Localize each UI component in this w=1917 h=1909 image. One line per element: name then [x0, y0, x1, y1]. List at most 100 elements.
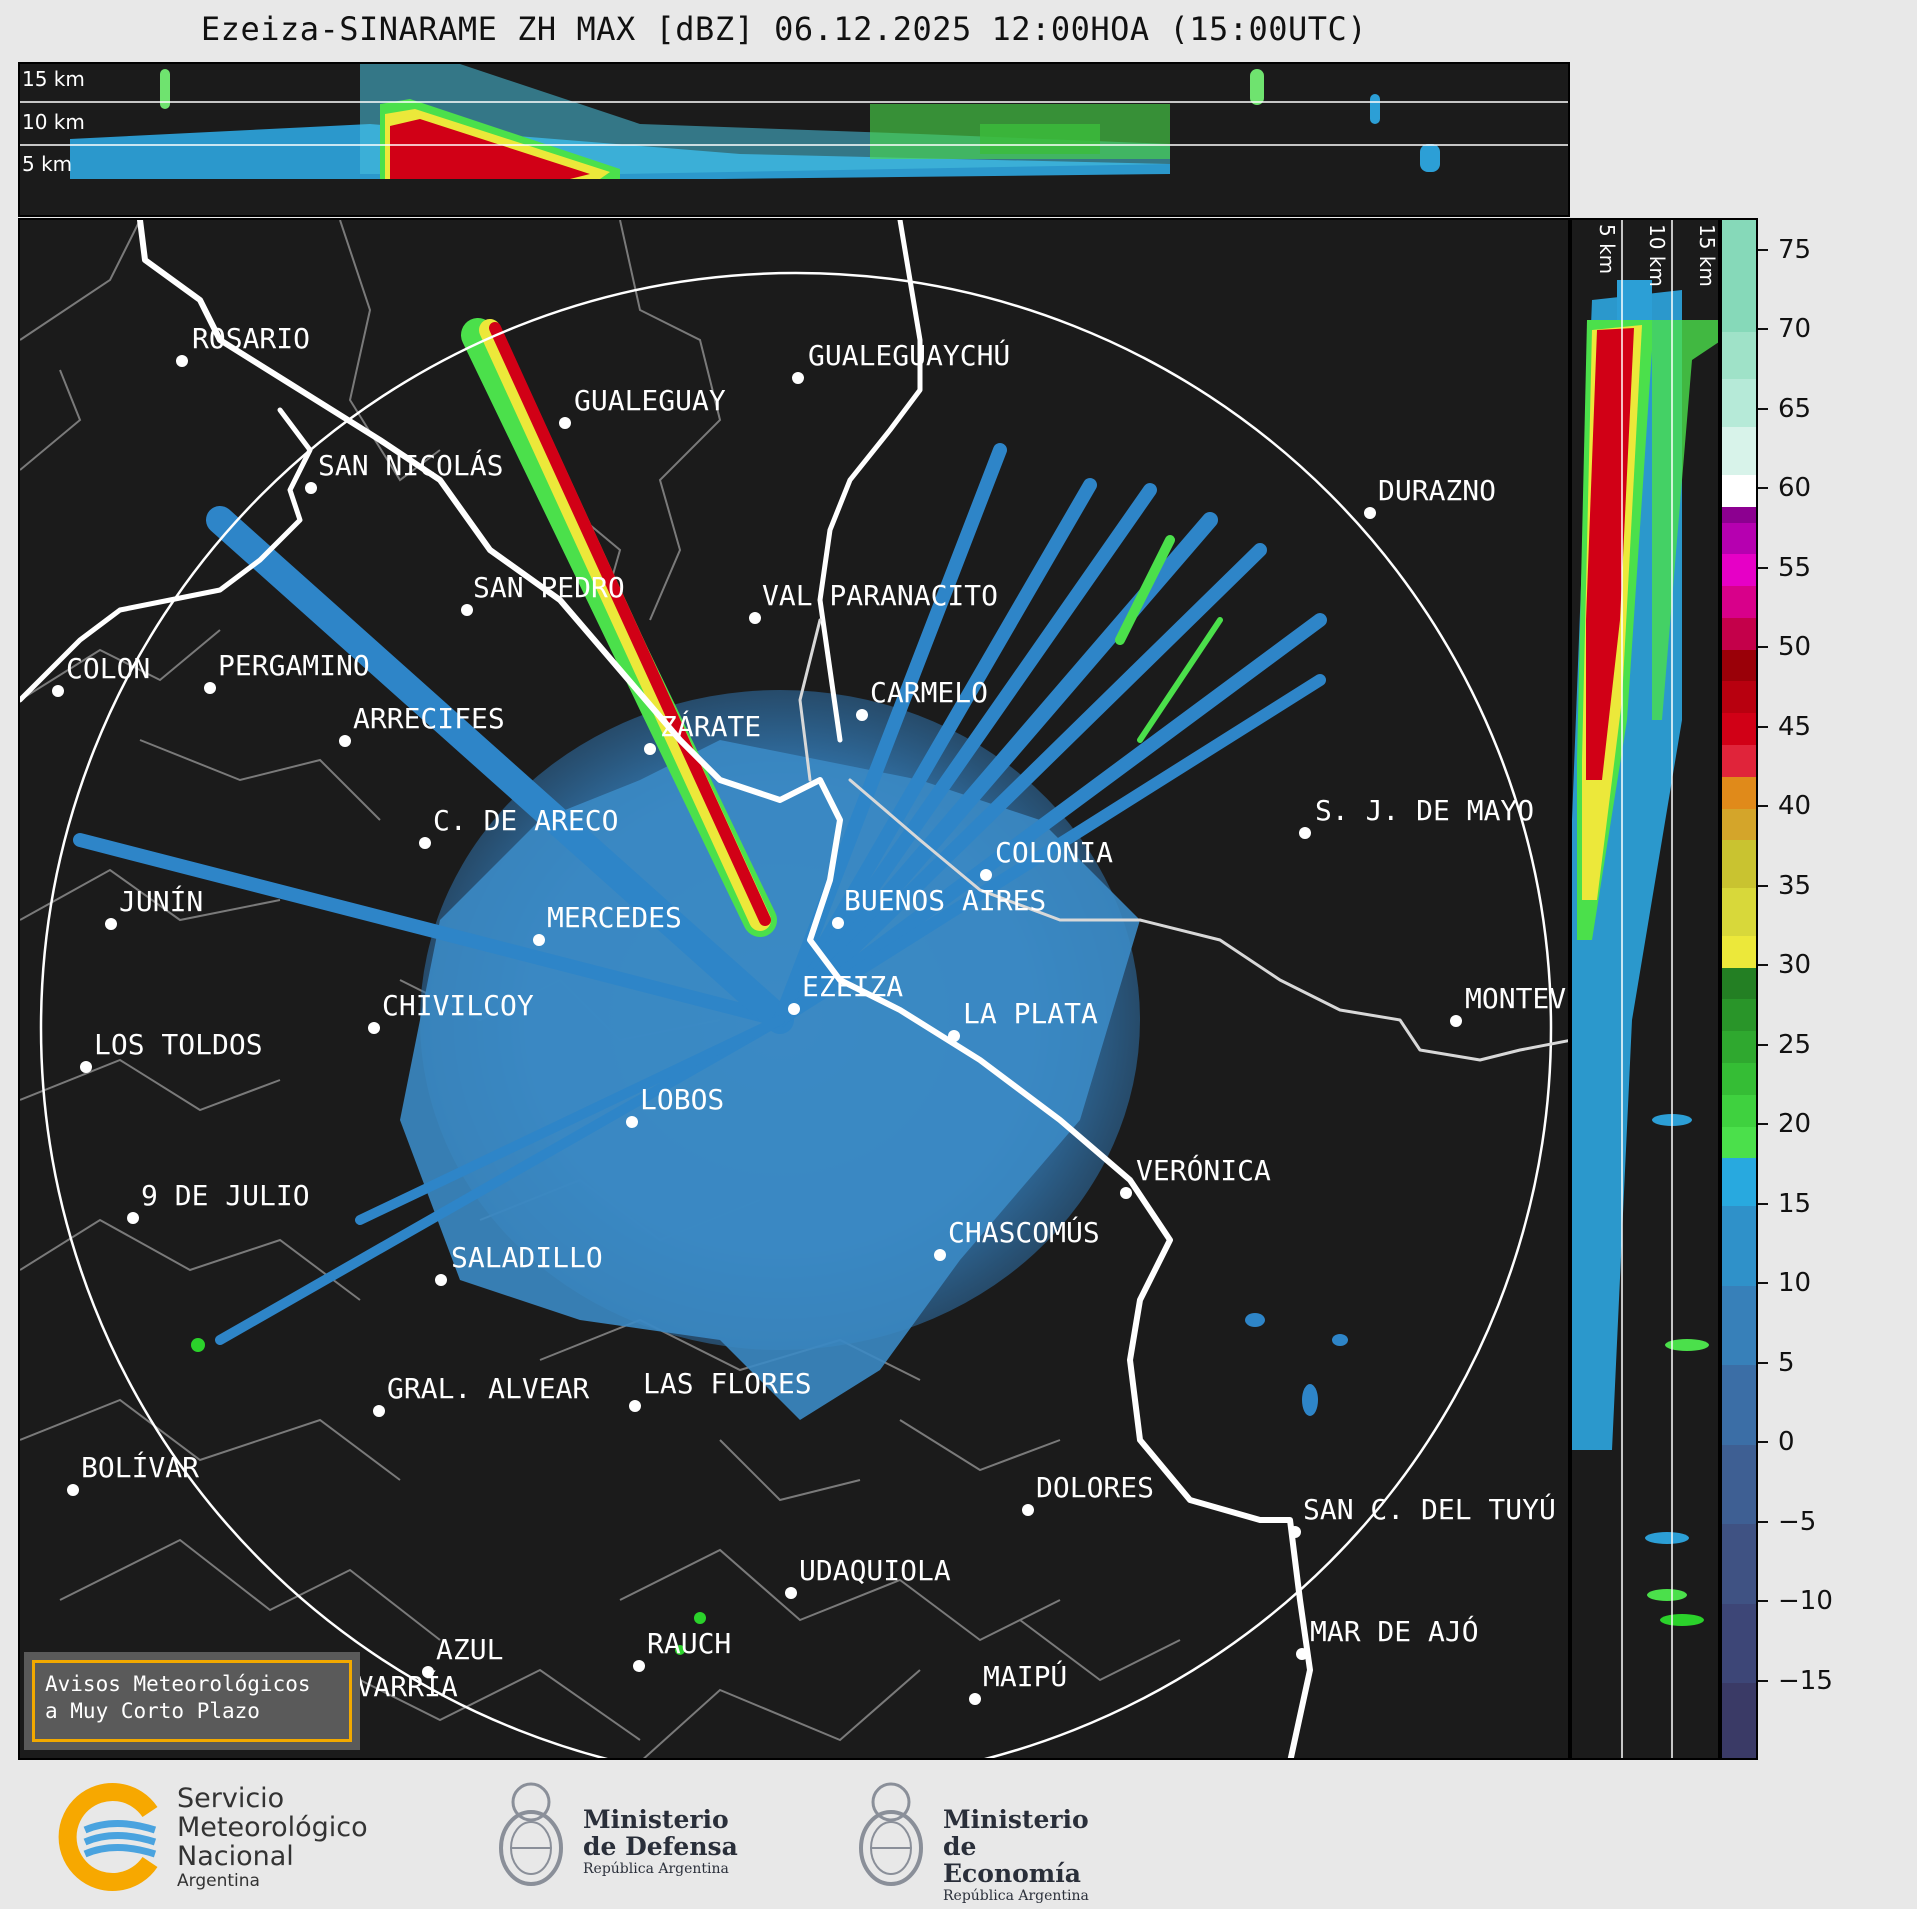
city-label-9-de-julio: 9 DE JULIO: [141, 1179, 310, 1212]
city-label-mar-de-ajo: MAR DE AJÓ: [1310, 1614, 1479, 1648]
side-cross-section-canvas: 5 km 10 km 15 km: [1572, 220, 1719, 1758]
colorbar-segment: [1722, 1094, 1756, 1127]
colorbar-tick: 60: [1778, 473, 1812, 504]
colorbar-tick: 40: [1778, 791, 1812, 822]
colorbar-tick-mark: [1758, 1600, 1768, 1603]
reflectivity-colorbar: [1720, 218, 1758, 1760]
top-cross-section: 15 km 10 km 5 km: [18, 62, 1570, 217]
coat-of-arms-icon: [859, 1782, 923, 1886]
side-cross-section: 5 km 10 km 15 km: [1570, 218, 1720, 1760]
range-ring: [39, 271, 1553, 1758]
colorbar-segment: [1722, 1205, 1756, 1286]
city-label-gral-alvear: GRAL. ALVEAR: [387, 1372, 589, 1405]
city-label-dolores: DOLORES: [1036, 1471, 1154, 1504]
smn-line1: Servicio: [177, 1783, 285, 1814]
smn-emblem-icon: [58, 1783, 158, 1891]
colorbar-tick-mark: [1758, 1361, 1768, 1364]
reflectivity-echo: [73, 318, 1348, 1655]
city-label-buenos-aires: BUENOS AIRES: [844, 884, 1046, 917]
colorbar-segment: [1722, 331, 1756, 380]
colorbar-tick: 0: [1778, 1427, 1795, 1458]
colorbar-segment: [1722, 1062, 1756, 1095]
city-markers: [52, 355, 1462, 1715]
city-label-san-nicolas: SAN NICOLÁS: [318, 448, 503, 482]
colorbar-segment: [1722, 935, 1756, 968]
page-title: Ezeiza-SINARAME ZH MAX [dBZ] 06.12.2025 …: [200, 10, 1368, 48]
city-label-san-jose-de-mayo: S. J. DE MAYO: [1315, 794, 1534, 827]
city-label-gualeguay: GUALEGUAY: [574, 384, 726, 417]
top-alt-10: 10 km: [22, 110, 85, 134]
colorbar-segment: [1722, 998, 1756, 1032]
colorbar-segment: [1722, 649, 1756, 682]
side-alt-10: 10 km: [1645, 224, 1669, 287]
smn-line3: Nacional: [177, 1841, 294, 1872]
colorbar-tick: −10: [1778, 1586, 1833, 1617]
city-label-durazno: DURAZNO: [1378, 474, 1496, 507]
colorbar-segment: [1722, 967, 1756, 1000]
colorbar-tick-mark: [1758, 1441, 1768, 1444]
colorbar-segment: [1722, 776, 1756, 809]
city-label-san-clemente-del-tuyu: SAN C. DEL TUYÚ: [1303, 1492, 1556, 1526]
city-label-saladillo: SALADILLO: [451, 1241, 603, 1274]
top-alt-15: 15 km: [22, 67, 85, 91]
colorbar-segment: [1722, 1364, 1756, 1445]
avisos-text: Avisos Meteorológicos a Muy Corto Plazo: [32, 1660, 352, 1742]
city-label-montevideo: MONTEVIDEO: [1465, 982, 1570, 1015]
colorbar-segment: [1722, 1523, 1756, 1604]
colorbar-tick-mark: [1758, 1282, 1768, 1285]
colorbar-tick: 20: [1778, 1109, 1812, 1140]
smn-line4: Argentina: [177, 1871, 260, 1891]
city-label-zarate: ZÁRATE: [660, 709, 761, 743]
city-label-pergamino: PERGAMINO: [218, 649, 370, 682]
colorbar-segment: [1722, 887, 1756, 936]
colorbar-tick-mark: [1758, 1202, 1768, 1205]
colorbar-segment: [1722, 712, 1756, 746]
colorbar-tick: 65: [1778, 393, 1812, 424]
colorbar-tick-mark: [1758, 1043, 1768, 1046]
colorbar-tick-mark: [1758, 248, 1768, 251]
colorbar-tick: 15: [1778, 1188, 1812, 1219]
radar-map-canvas: ROSARIO GUALEGUAYCHÚ GUALEGUAY SAN NICOL…: [20, 220, 1570, 1758]
colorbar-tick-mark: [1758, 646, 1768, 649]
city-label-carmelo: CARMELO: [870, 676, 988, 709]
city-label-azul: AZUL: [436, 1633, 503, 1666]
colorbar-segment: [1722, 839, 1756, 889]
colorbar-tick: 50: [1778, 632, 1812, 663]
colorbar-segment: [1722, 553, 1756, 587]
colorbar-segment: [1722, 1030, 1756, 1064]
economia-line3: República Argentina: [943, 1888, 1089, 1904]
city-label-maipu: MAIPÚ: [983, 1659, 1067, 1693]
avisos-box[interactable]: Avisos Meteorológicos a Muy Corto Plazo: [24, 1652, 360, 1750]
colorbar-tick: −15: [1778, 1665, 1833, 1696]
radar-map[interactable]: ROSARIO GUALEGUAYCHÚ GUALEGUAY SAN NICOL…: [18, 218, 1570, 1760]
colorbar-tick-mark: [1758, 1679, 1768, 1682]
colorbar-tick: 30: [1778, 950, 1812, 981]
colorbar-tick-mark: [1758, 566, 1768, 569]
city-label-veronica: VERÓNICA: [1136, 1153, 1271, 1187]
colorbar-tick-mark: [1758, 407, 1768, 410]
defensa-line2: de Defensa: [583, 1832, 738, 1861]
city-label-rosario: ROSARIO: [192, 322, 310, 355]
colorbar-tick: 10: [1778, 1268, 1812, 1299]
city-label-rauch: RAUCH: [647, 1627, 731, 1660]
city-label-la-plata: LA PLATA: [963, 997, 1098, 1030]
colorbar-segment: [1722, 1157, 1756, 1207]
side-alt-15: 15 km: [1695, 224, 1719, 287]
economia-line2: de Economía: [943, 1832, 1081, 1888]
city-label-udaquiola: UDAQUIOLA: [799, 1554, 951, 1587]
colorbar-segment: [1722, 426, 1756, 475]
colorbar-tick-mark: [1758, 725, 1768, 728]
colorbar-segment: [1722, 1126, 1756, 1159]
colorbar-segment: [1722, 744, 1756, 777]
colorbar-tick: 55: [1778, 552, 1812, 583]
defensa-logo: Ministerio de Defensa República Argentin…: [495, 1770, 755, 1900]
economia-logo: Ministerio de Economía República Argenti…: [855, 1770, 1115, 1904]
city-label-san-pedro: SAN PEDRO: [473, 571, 625, 604]
city-label-chascomus: CHASCOMÚS: [948, 1215, 1100, 1249]
city-label-arrecifes: ARRECIFES: [353, 702, 505, 735]
top-alt-5: 5 km: [22, 152, 72, 176]
colorbar-tick: 25: [1778, 1029, 1812, 1060]
colorbar-segment: [1722, 506, 1756, 523]
city-label-bolivar: BOLÍVAR: [81, 1450, 199, 1484]
city-label-lobos: LOBOS: [640, 1083, 724, 1116]
